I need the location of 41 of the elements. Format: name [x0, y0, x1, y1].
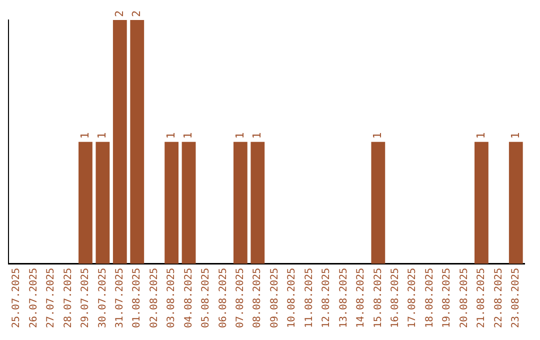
x-tick-label: 07.08.2025	[235, 268, 246, 328]
data-label: 1	[96, 132, 109, 139]
x-tick-label: 14.08.2025	[356, 268, 367, 328]
x-tick-label: 22.08.2025	[493, 268, 504, 328]
x-tick-label: 17.08.2025	[407, 268, 418, 328]
x-tick-label: 18.08.2025	[424, 268, 436, 328]
x-tick-label: 08.08.2025	[252, 268, 264, 328]
x-tick-label: 13.08.2025	[338, 268, 350, 328]
x-tick-label: 09.08.2025	[269, 268, 280, 328]
data-label: 1	[508, 132, 522, 139]
data-label: 1	[474, 132, 488, 139]
data-label: 1	[371, 132, 384, 139]
x-tick-label: 25.07.2025	[11, 268, 22, 328]
data-label: 2	[130, 10, 143, 17]
x-tick-label: 31.07.2025	[114, 268, 126, 328]
data-label: 1	[250, 132, 264, 139]
data-label: 2	[112, 10, 126, 17]
x-tick-label: 15.08.2025	[372, 268, 384, 328]
x-tick-label: 23.08.2025	[510, 268, 522, 328]
data-label: 1	[78, 132, 92, 139]
x-tick-label: 16.08.2025	[390, 268, 401, 328]
x-tick-label: 02.08.2025	[148, 268, 160, 328]
x-tick-label: 12.08.2025	[321, 268, 332, 328]
x-tick-label: 05.08.2025	[200, 268, 212, 328]
x-tick-label: 04.08.2025	[183, 268, 194, 328]
x-tick-label: 27.07.2025	[46, 268, 57, 328]
x-tick-label: 28.07.2025	[62, 268, 74, 328]
x-tick-label: 11.08.2025	[304, 268, 315, 328]
x-tick-label: 26.07.2025	[28, 268, 40, 328]
x-tick-label: 21.08.2025	[476, 268, 488, 328]
x-tick-label: 06.08.2025	[218, 268, 229, 328]
data-label: 1	[233, 132, 246, 139]
data-label: 1	[182, 132, 195, 139]
x-tick-label: 01.08.2025	[132, 268, 143, 328]
data-label: 1	[164, 132, 178, 139]
x-tick-label: 29.07.2025	[80, 268, 92, 328]
x-tick-label: 30.07.2025	[97, 268, 108, 328]
x-tick-label: 19.08.2025	[442, 268, 453, 328]
x-tick-label: 10.08.2025	[286, 268, 298, 328]
x-tick-label: 03.08.2025	[166, 268, 178, 328]
x-tick-label: 20.08.2025	[458, 268, 470, 328]
